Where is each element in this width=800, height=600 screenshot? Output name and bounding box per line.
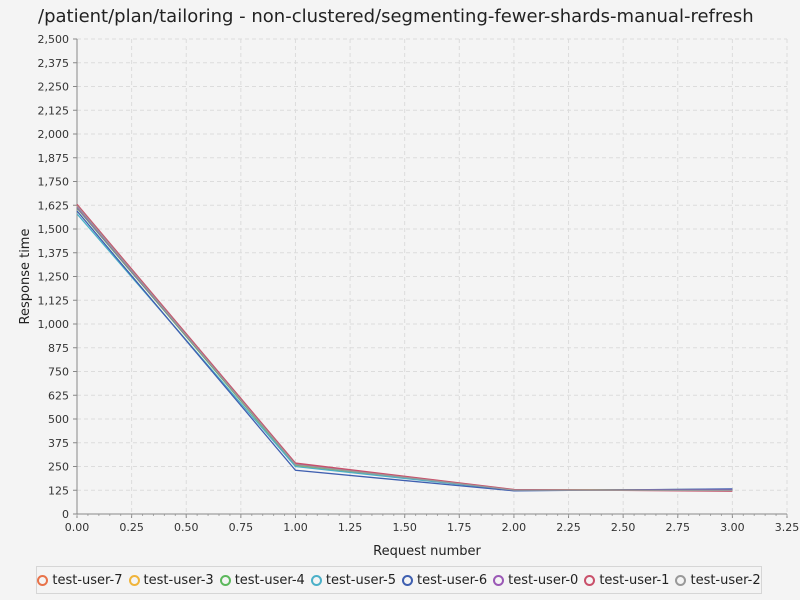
x-tick-label: 1.75: [447, 521, 472, 534]
y-tick-label: 1,875: [38, 152, 70, 165]
x-tick-label: 1.25: [338, 521, 363, 534]
legend-swatch: [37, 574, 49, 586]
chart-title: /patient/plan/tailoring - non-clustered/…: [38, 6, 754, 27]
legend-swatch: [219, 574, 231, 586]
x-tick-label: 3.25: [775, 521, 800, 534]
y-tick-label: 1,125: [38, 294, 70, 307]
legend-label: test-user-4: [234, 572, 305, 588]
y-tick-label: 375: [48, 437, 69, 450]
y-tick-label: 1,000: [38, 318, 70, 331]
y-tick-label: 1,625: [38, 199, 70, 212]
x-tick-label: 0.50: [174, 521, 199, 534]
x-tick-label: 0.00: [65, 521, 90, 534]
y-tick-label: 875: [48, 342, 69, 355]
legend-item-test-user-7: test-user-7: [37, 572, 123, 588]
x-tick-label: 1.50: [392, 521, 417, 534]
y-tick-label: 2,250: [38, 81, 70, 94]
legend-swatch: [675, 574, 687, 586]
y-tick-label: 2,000: [38, 128, 70, 141]
legend-swatch: [310, 574, 322, 586]
y-tick-label: 500: [48, 413, 69, 426]
legend-swatch: [584, 574, 596, 586]
x-tick-label: 0.25: [119, 521, 144, 534]
axis-layer: 0 125 250 375 500 625 750 875 1,000 1,125 1,250 1,3…: [38, 33, 800, 534]
x-tick-label: 0.75: [229, 521, 254, 534]
y-tick-label: 625: [48, 389, 69, 402]
x-tick-label: 2.25: [556, 521, 581, 534]
legend-label: test-user-2: [690, 572, 761, 588]
y-tick-label: 125: [48, 484, 69, 497]
legend-label: test-user-6: [417, 572, 488, 588]
legend-label: test-user-3: [143, 572, 214, 588]
y-tick-label: 250: [48, 461, 69, 474]
legend-swatch: [493, 574, 505, 586]
legend-item-test-user-0: test-user-0: [493, 573, 578, 588]
legend-swatch: [402, 574, 413, 586]
legend-item-test-user-5: test-user-5: [310, 572, 396, 588]
legend-label: test-user-0: [508, 572, 579, 588]
grid-layer: [76, 38, 788, 515]
x-tick-label: 2.75: [666, 521, 691, 534]
y-tick-label: 2,125: [38, 104, 70, 117]
x-tick-label: 1.00: [283, 521, 308, 534]
legend-item-test-user-3: test-user-3: [128, 572, 214, 588]
y-tick-label: 1,250: [38, 271, 70, 284]
legend-label: test-user-1: [599, 572, 670, 588]
y-axis-title: Response time: [18, 229, 33, 325]
y-tick-label: 0: [62, 508, 69, 521]
y-tick-label: 750: [48, 366, 69, 379]
legend-item-test-user-2: test-user-2: [675, 572, 761, 588]
y-tick-label: 2,500: [38, 33, 70, 46]
x-tick-label: 3.00: [720, 521, 745, 534]
y-tick-label: 1,750: [38, 176, 70, 189]
legend-label: test-user-7: [52, 572, 123, 588]
legend-item-test-user-6: test-user-6: [402, 573, 487, 588]
y-tick-label: 1,500: [38, 223, 70, 236]
x-axis-title: Request number: [373, 544, 481, 559]
y-tick-label: 1,375: [38, 247, 70, 260]
series-layer: [76, 203, 733, 492]
x-tick-label: 2.00: [502, 521, 527, 534]
legend: test-user-7 test-user-3 test-user-4 test-us…: [36, 566, 762, 594]
legend-label: test-user-5: [325, 572, 396, 588]
legend-item-test-user-1: test-user-1: [584, 573, 669, 588]
series-line-test-user-2: [76, 205, 733, 492]
x-tick-label: 2.50: [611, 521, 636, 534]
legend-swatch: [128, 574, 140, 586]
legend-item-test-user-4: test-user-4: [219, 572, 305, 588]
y-tick-label: 2,375: [38, 57, 70, 70]
